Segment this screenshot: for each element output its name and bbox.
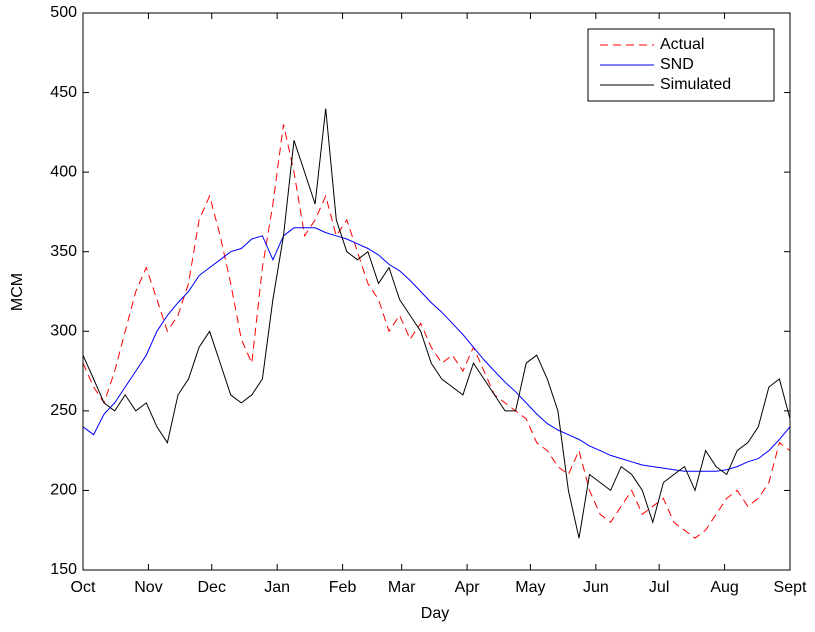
x-tick-label: Jul xyxy=(649,579,669,596)
x-tick-label: Nov xyxy=(134,579,162,596)
x-tick-label: Jun xyxy=(583,579,609,596)
x-tick-label: May xyxy=(515,579,545,596)
x-tick-label: Feb xyxy=(329,579,357,596)
series-line xyxy=(82,124,791,539)
x-tick-label: Jan xyxy=(264,579,290,596)
x-tick-label: Oct xyxy=(71,579,96,596)
y-tick-label: 450 xyxy=(50,84,77,101)
x-tick-label: Dec xyxy=(198,579,226,596)
y-tick-label: 400 xyxy=(50,163,77,180)
y-tick-label: 200 xyxy=(50,482,77,499)
y-axis-label: MCM xyxy=(9,273,26,311)
y-tick-label: 500 xyxy=(50,4,77,21)
x-tick-label: Mar xyxy=(388,579,416,596)
legend-label: Simulated xyxy=(660,76,731,93)
x-axis-label: Day xyxy=(421,605,449,622)
y-tick-label: 350 xyxy=(50,243,77,260)
plot-frame xyxy=(82,12,791,571)
y-tick-label: 150 xyxy=(50,561,77,578)
x-tick-label: Aug xyxy=(710,579,738,596)
series-line xyxy=(82,108,791,539)
y-tick-label: 250 xyxy=(50,402,77,419)
x-tick-label: Apr xyxy=(455,579,481,596)
x-tick-label: Sept xyxy=(774,579,807,596)
y-tick-label: 300 xyxy=(50,323,77,340)
legend-label: SND xyxy=(660,56,694,73)
series-line xyxy=(82,227,791,472)
legend-label: Actual xyxy=(660,36,704,53)
